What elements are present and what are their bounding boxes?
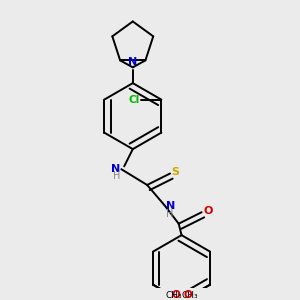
Text: CH₃: CH₃ (181, 291, 198, 300)
Text: S: S (172, 167, 179, 177)
Text: H: H (112, 171, 120, 182)
Text: H: H (166, 208, 173, 219)
Text: O: O (171, 290, 180, 300)
Text: Cl: Cl (129, 94, 140, 105)
Text: N: N (128, 57, 137, 67)
Text: N: N (166, 202, 175, 212)
Text: O: O (183, 290, 192, 300)
Text: O: O (203, 206, 212, 216)
Text: N: N (111, 164, 120, 174)
Text: CH₃: CH₃ (165, 291, 182, 300)
